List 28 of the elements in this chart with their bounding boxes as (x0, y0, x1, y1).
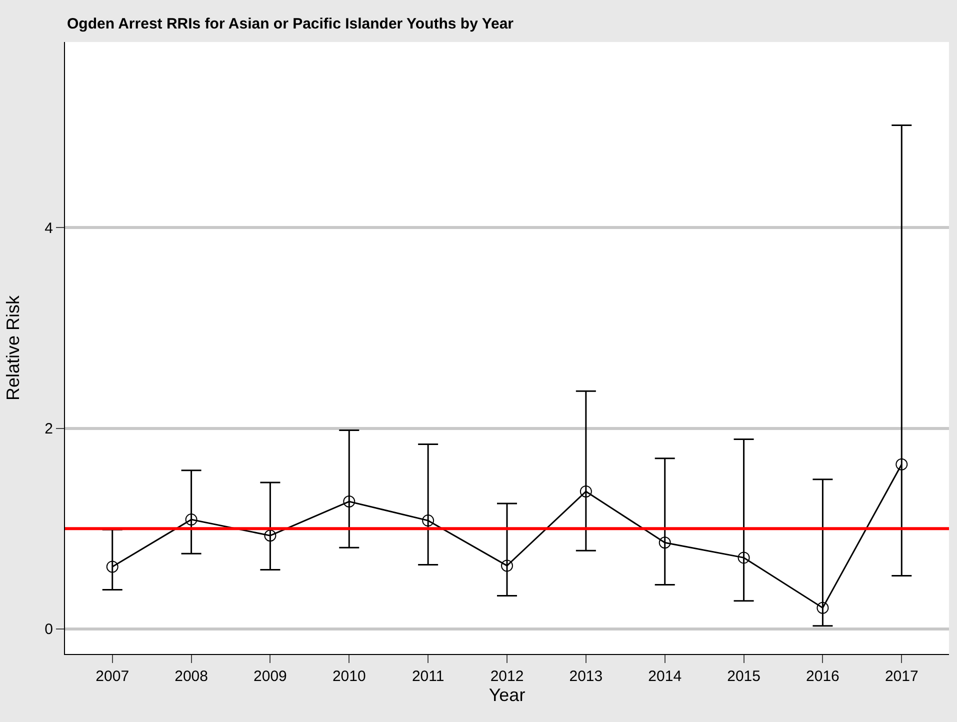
x-tick-label: 2012 (490, 668, 524, 685)
x-tick-label: 2007 (96, 668, 130, 685)
x-tick-label: 2008 (174, 668, 208, 685)
point (738, 552, 750, 564)
x-tick-label: 2015 (727, 668, 760, 685)
x-tick-label: 2016 (806, 668, 840, 685)
x-axis-title: Year (488, 685, 526, 705)
point (501, 560, 513, 572)
y-tick-label: 4 (44, 220, 53, 237)
point (185, 514, 198, 526)
y-axis-title: Relative Risk (3, 294, 23, 401)
y-tick-label: 2 (44, 420, 53, 438)
point (896, 458, 908, 470)
point (343, 496, 356, 508)
point (264, 530, 276, 542)
point (422, 514, 434, 527)
x-tick-label: 2010 (332, 668, 366, 685)
x-tick-label: 2013 (569, 668, 603, 685)
point (816, 602, 829, 614)
x-tick-label: 2011 (412, 668, 444, 685)
point (106, 560, 118, 573)
point (658, 536, 671, 549)
x-tick-label: 2009 (254, 668, 287, 685)
point (580, 485, 592, 498)
x-tick-label: 2014 (648, 668, 682, 685)
y-tick-label: 0 (44, 621, 53, 638)
x-tick-label: 2017 (884, 668, 918, 685)
chart-title: Ogden Arrest RRIs for Asian or Pacific Islander Youths by Year (66, 16, 514, 33)
